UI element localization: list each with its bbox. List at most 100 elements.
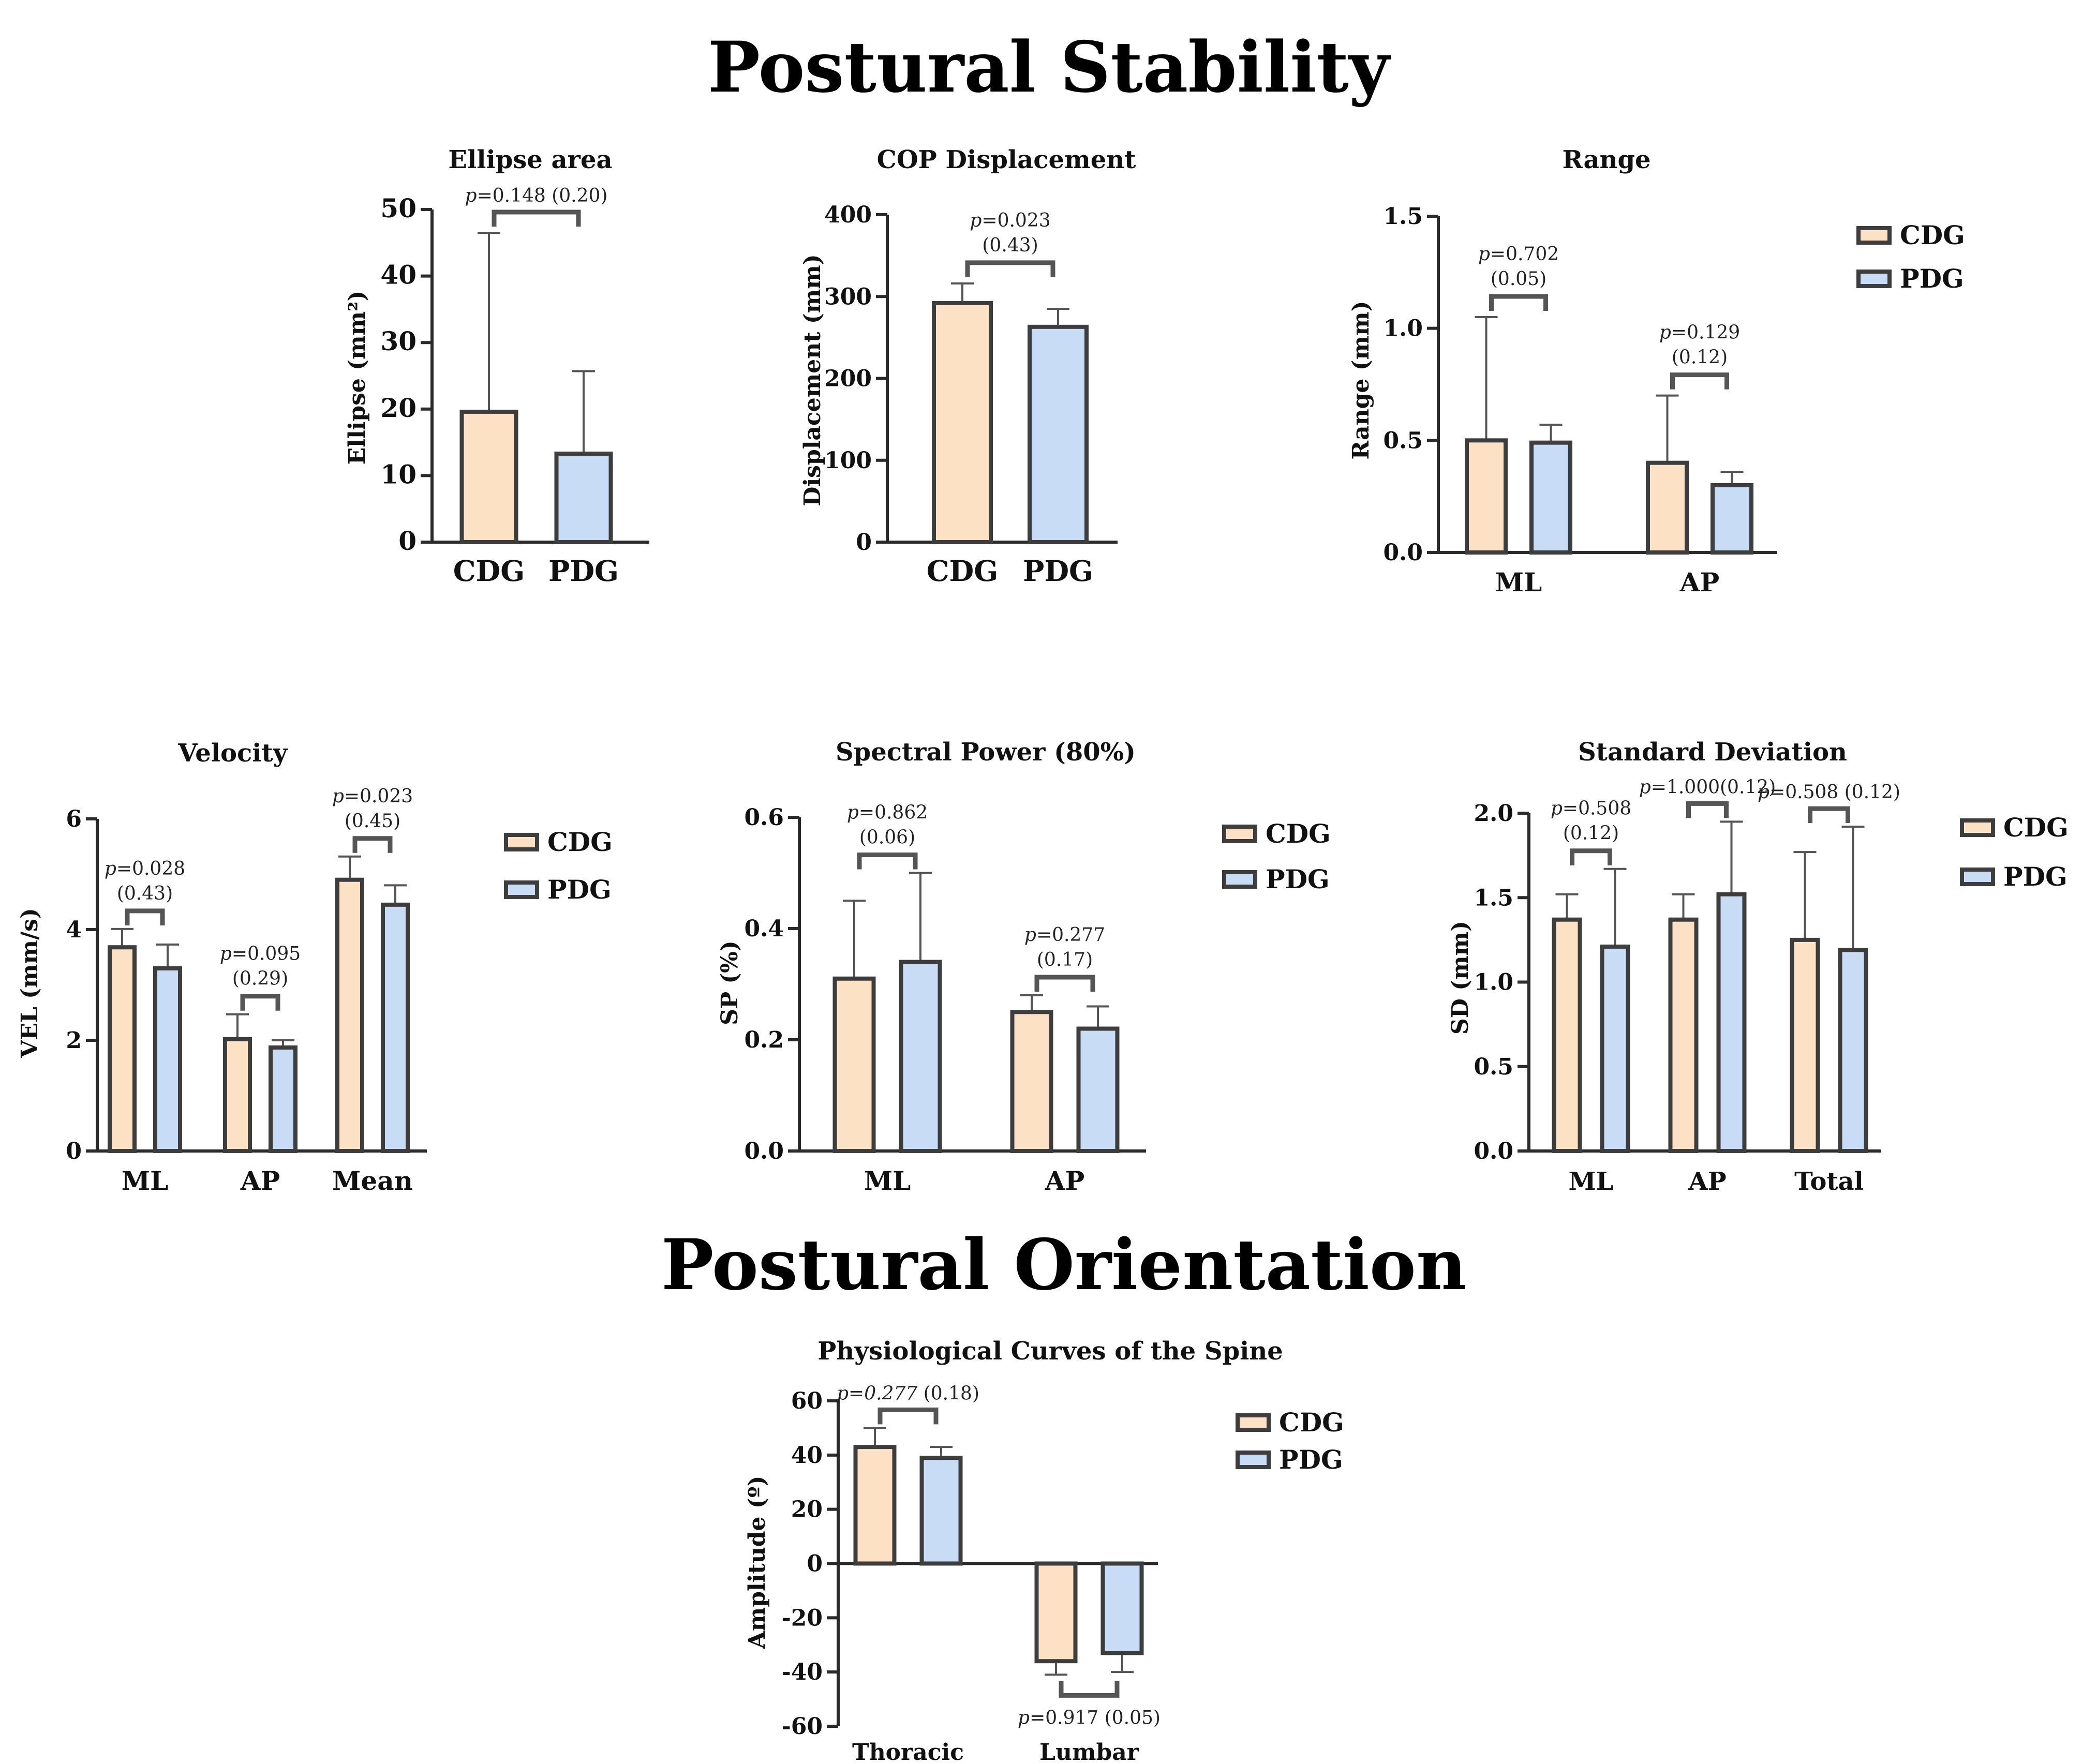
x-tick-label: Lumbar	[1039, 1739, 1139, 1764]
y-tick-label: 0.5	[1474, 1054, 1513, 1080]
y-tick-label: 6	[66, 806, 82, 832]
p-symbol: p	[970, 210, 981, 231]
legend-swatch-pdg	[1960, 868, 1995, 886]
p-symbol: p	[1551, 798, 1563, 819]
legend-label-pdg: PDG	[547, 874, 612, 905]
y-tick-label: 0.6	[744, 804, 784, 831]
bar-cdg-mean	[335, 877, 364, 1153]
y-tick-label: 0.0	[744, 1138, 784, 1164]
y-tick-label: 400	[824, 202, 872, 228]
y-tick-label: 1.5	[1474, 885, 1513, 911]
y-tick-label: 0	[66, 1138, 82, 1164]
p-value: =0.508	[1563, 798, 1631, 819]
x-tick-label: AP	[1679, 567, 1719, 597]
legend-swatch-cdg	[1960, 818, 1995, 837]
chart-title: Velocity	[177, 739, 288, 768]
bar-cdg-total	[1790, 937, 1820, 1153]
y-tick-label: 1.0	[1474, 969, 1513, 996]
x-tick-label: ML	[1495, 567, 1542, 597]
x-tick-label: AP	[240, 1165, 280, 1196]
chart-sd: Standard Deviation SD (mm) 0.0 0.5 1.0 1.5 2.0…	[1447, 738, 2069, 1196]
bar-pdg-ml	[153, 966, 182, 1154]
effect-size-label: (0.12)	[1563, 823, 1619, 844]
legend-swatch-cdg	[1856, 226, 1892, 245]
y-tick-label: 40	[380, 260, 417, 290]
y-axis-label: SD (mm)	[1447, 921, 1474, 1035]
p-value: =0.095	[232, 944, 301, 965]
y-tick-label: 30	[380, 326, 417, 356]
y-tick-label: 0.5	[1383, 427, 1423, 454]
bar-pdg-ap	[1711, 483, 1753, 555]
p-value-label: p=0.277	[1024, 924, 1105, 946]
x-tick-label: ML	[122, 1165, 169, 1196]
significance-bracket	[125, 908, 165, 925]
significance-bracket	[1686, 801, 1729, 818]
legend-swatch-pdg	[504, 880, 539, 899]
p-value: =0.277	[1036, 924, 1105, 946]
p-value-label: p=0.148 (0.20)	[465, 185, 608, 206]
bar-pdg-ml	[1600, 944, 1630, 1154]
p-value-label: p=0.508 (0.12)	[1758, 782, 1900, 803]
y-tick-label: 20	[791, 1497, 823, 1523]
bar-cdg-ap	[223, 1037, 252, 1153]
effect-size-label: (0.06)	[859, 827, 915, 848]
bar-pdg-ap	[1716, 892, 1747, 1153]
bar-cdg-ap	[1010, 1010, 1053, 1153]
legend-swatch-pdg	[1856, 270, 1892, 288]
y-tick-label: 0	[807, 1551, 823, 1577]
x-tick-label: Thoracic	[852, 1739, 964, 1764]
bar-pdg-ml	[1529, 440, 1572, 555]
p-value: =0.702	[1490, 244, 1559, 265]
p-value: =0.862	[859, 802, 928, 824]
chart-spectral: Spectral Power (80%) SP (%) 0.0 0.2 0.4 0.6 ML…	[717, 738, 1331, 1196]
p-symbol: p	[105, 858, 116, 879]
bar-cdg-ap	[1668, 917, 1699, 1153]
y-tick-label: 2.0	[1474, 800, 1513, 827]
legend-label-pdg: PDG	[1266, 864, 1330, 894]
p-value-label: p=0.095	[220, 944, 301, 965]
y-tick-label: 0.0	[1383, 540, 1423, 566]
significance-bracket	[1034, 975, 1095, 992]
effect-size: (0.18)	[917, 1383, 979, 1404]
p-value-label: p=0.702	[1478, 244, 1559, 265]
y-tick-label: 20	[380, 393, 417, 423]
y-tick-label: 1.5	[1383, 203, 1423, 230]
y-tick-label: 40	[791, 1442, 823, 1469]
legend-swatch-cdg	[1222, 825, 1257, 843]
p-value-label: p=0.508	[1551, 798, 1631, 819]
effect-size-label: (0.29)	[232, 968, 288, 990]
p-value: =0.028	[116, 858, 185, 879]
significance-bracket	[857, 853, 918, 870]
p-symbol: p	[837, 1383, 849, 1404]
p-symbol: p	[1639, 776, 1651, 798]
legend-swatch-cdg	[1236, 1413, 1271, 1432]
significance-bracket	[1808, 806, 1850, 824]
chart-title: COP Displacement	[877, 145, 1136, 174]
chart-spine: Physiological Curves of the Spine Amplitu…	[744, 1337, 1344, 1764]
p-value-label: p=0.917 (0.05)	[1018, 1707, 1161, 1728]
x-tick-label: PDG	[548, 554, 619, 588]
bar-cdg-thoracic	[853, 1445, 897, 1566]
bar-cdg-cdg	[932, 301, 993, 544]
effect-size-label: (0.05)	[1491, 268, 1546, 290]
p-value: =0.917 (0.05)	[1030, 1707, 1161, 1728]
effect-size-label: (0.43)	[117, 883, 173, 904]
x-tick-label: CDG	[927, 554, 998, 588]
y-tick-label: 300	[824, 283, 872, 310]
bar-pdg-thoracic	[919, 1456, 963, 1566]
significance-bracket	[965, 260, 1055, 277]
p-value-label: p=0.023	[970, 210, 1050, 231]
x-tick-label: ML	[1569, 1167, 1614, 1196]
x-tick-label: Mean	[332, 1165, 413, 1196]
significance-bracket	[1670, 372, 1729, 390]
significance-bracket	[240, 994, 280, 1011]
x-tick-label: AP	[1045, 1165, 1084, 1196]
y-axis-label: Range (mm)	[1348, 301, 1374, 460]
chart-title: Standard Deviation	[1578, 738, 1847, 767]
chart-title: Range	[1562, 145, 1650, 174]
bar-cdg-ml	[832, 976, 876, 1153]
y-tick-label: -60	[782, 1713, 823, 1740]
x-tick-label: CDG	[453, 554, 525, 588]
chart-cop: COP Displacement Displacement (mm) 0 100 200…	[799, 145, 1136, 588]
